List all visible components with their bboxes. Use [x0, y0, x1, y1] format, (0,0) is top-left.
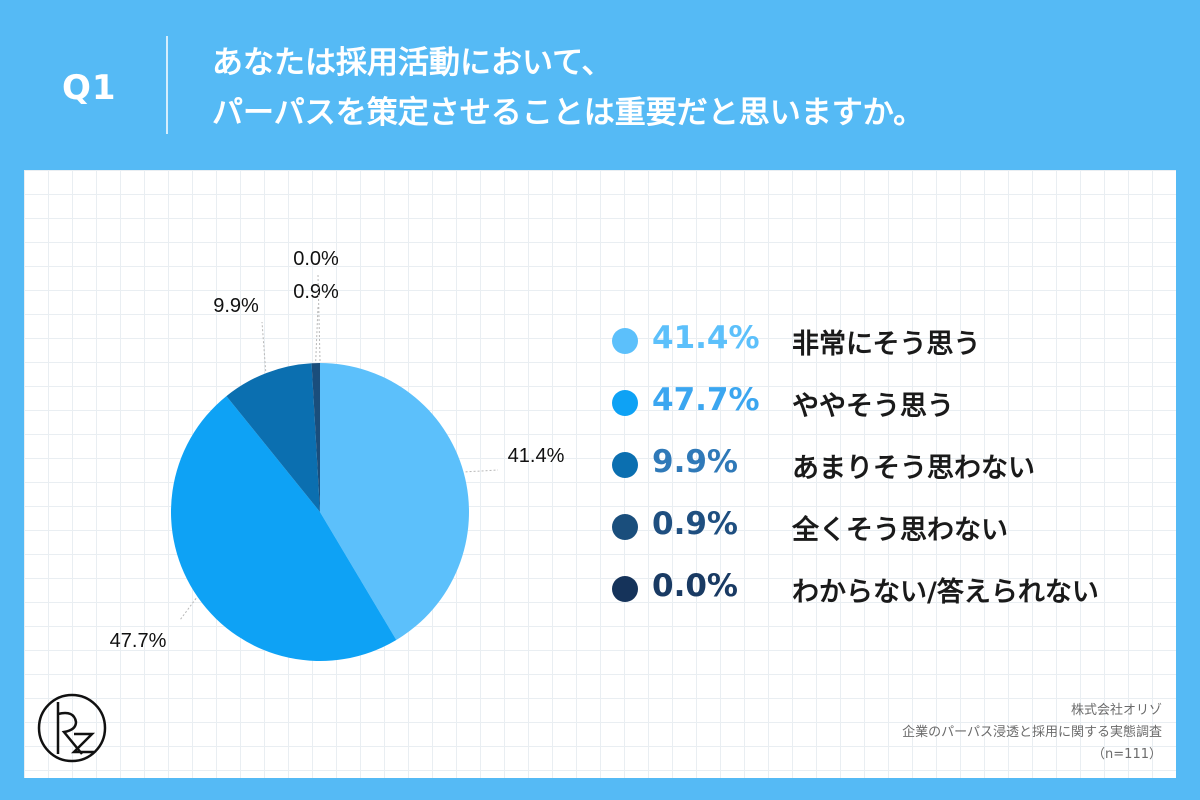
legend-swatch [612, 452, 638, 478]
legend-percent: 47.7% [652, 382, 760, 418]
pie-slice [226, 363, 320, 512]
legend-swatch [612, 390, 638, 416]
question-line-1: あなたは採用活動において、 [212, 45, 613, 81]
orizo-logo-icon [36, 692, 108, 764]
footer-sample: （n=111） [1092, 747, 1162, 762]
header-divider [166, 36, 168, 134]
question-number: Q1 [62, 68, 117, 108]
pie-slice [170, 396, 397, 662]
footer: 株式会社オリゾ 企業のパーパス浸透と採用に関する実態調査 （n=111） [902, 700, 1162, 766]
data-label: 47.7% [110, 630, 167, 652]
legend-label: 全くそう思わない [792, 515, 1008, 546]
data-label: 9.9% [213, 295, 259, 317]
question-text: あなたは採用活動において、 パーパスを策定させることは重要だと思いますか。 [212, 38, 924, 138]
legend-label: 非常にそう思う [792, 329, 981, 360]
pie-slice [311, 363, 320, 512]
legend-percent: 41.4% [652, 320, 760, 356]
legend-percent: 0.9% [652, 506, 738, 542]
footer-survey: 企業のパーパス浸透と採用に関する実態調査 [902, 725, 1162, 740]
legend-percent: 9.9% [652, 444, 738, 480]
data-label: 0.0% [293, 248, 339, 270]
legend-swatch [612, 576, 638, 602]
question-line-2: パーパスを策定させることは重要だと思いますか。 [212, 95, 925, 131]
leader-line [179, 598, 197, 621]
leader-line [315, 305, 319, 362]
leader-line [261, 321, 267, 372]
legend-swatch [612, 328, 638, 354]
legend-label: ややそう思う [792, 391, 954, 422]
leader-line [465, 469, 499, 473]
data-label: 41.4% [508, 445, 565, 467]
footer-company: 株式会社オリゾ [1070, 703, 1162, 718]
header: Q1 あなたは採用活動において、 パーパスを策定させることは重要だと思いますか。 [0, 0, 1200, 170]
data-label: 0.9% [293, 281, 339, 303]
legend-label: あまりそう思わない [792, 453, 1035, 484]
pie-slice [320, 363, 470, 640]
legend-swatch [612, 514, 638, 540]
legend-percent: 0.0% [652, 568, 738, 604]
legend-label: わからない/答えられない [792, 577, 1099, 608]
